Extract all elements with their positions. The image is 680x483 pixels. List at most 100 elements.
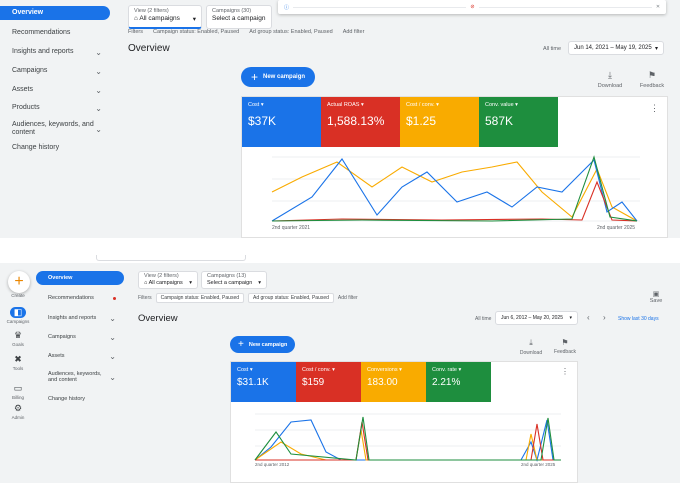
chevron-down-icon: ⌄ [109,332,116,342]
gear-icon: ⚙ [13,403,23,413]
metric-value: $37K [248,114,277,128]
filter-bar: Filters Campaign status: Enabled, Paused… [138,293,358,303]
view-selector[interactable]: View (2 filters) ⌂ All campaigns ▾ [138,271,198,289]
new-campaign-button[interactable]: + New campaign [230,336,296,353]
metric-card-cost-conv[interactable]: Cost / conv. ▾ $159 [296,362,361,402]
feedback-button[interactable]: ⚑ Feedback [551,338,579,355]
download-button[interactable]: ⤓ Download [596,70,624,89]
filter-chip[interactable]: Ad group status: Enabled, Paused [248,293,334,303]
campaign-selector[interactable]: Campaigns (30) Select a campaign [206,5,272,29]
x-axis-start-label: 2nd quarter 2021 [272,225,311,231]
sidebar-item-insights-and-reports[interactable]: Insights and reports ⌄ [0,45,110,59]
rail-billing[interactable]: ▭ Billing [4,383,32,400]
rail-goals[interactable]: ♛ Goals [4,330,32,347]
sidebar-item-audiences-keywords-and-content[interactable]: Audiences, keywords, and content ⌄ [0,118,110,140]
filter-bar: Filters Campaign status: Enabled, Paused… [128,29,364,35]
metric-card-conv-rate[interactable]: Conv. rate ▾ 2.21% [426,362,491,402]
show-last-30-days-link[interactable]: Show last 30 days [618,316,659,322]
add-filter-button[interactable]: Add filter [337,295,358,301]
view-selector[interactable]: View (2 filters) ⌂ All campaigns ▾ [128,5,202,29]
download-button[interactable]: ⤓ Download [518,338,544,356]
chevron-down-icon: ▾ [436,102,439,108]
sidebar-item-assets[interactable]: Assets ⌄ [0,83,110,97]
sidebar-item-label: Overview [12,8,44,16]
sidebar-item-campaigns[interactable]: Campaigns ⌄ [36,330,124,344]
sidebar-item-label: Campaigns [48,333,76,340]
filter-chip[interactable]: Campaign status: Enabled, Paused [155,293,245,303]
sidebar-item-recommendations[interactable]: Recommendations [36,291,124,305]
plus-icon: + [14,273,24,290]
campaign-selector[interactable]: Campaigns (13) Select a campaign ▾ [201,271,267,289]
rail-label: Goals [12,342,24,347]
sidebar-item-campaigns[interactable]: Campaigns ⌄ [0,64,110,78]
date-range-picker[interactable]: Jun 14, 2021 – May 19, 2025 ▾ [568,41,664,55]
rail-label: Billing [11,395,24,400]
add-filter-button[interactable]: Add filter [342,29,365,35]
x-axis-end-label: 2nd quarter 2025 [597,225,636,231]
metric-card-cost-conv[interactable]: Cost / conv. ▾ $1.25 [400,97,479,147]
warning-icon: ⊘ [470,4,475,10]
rail-create[interactable]: Create [4,293,32,298]
x-axis-end-label: 2nd quarter 2025 [521,462,556,467]
sidebar-item-change-history[interactable]: Change history [0,141,110,155]
search-input[interactable] [96,255,246,261]
date-range-picker[interactable]: Jun 6, 2012 – May 20, 2025 ▾ [495,311,578,325]
more-options-icon[interactable]: ⋮ [561,367,569,376]
top-bar [0,255,680,263]
view-selector-label: View (2 filters) [134,8,169,14]
sidebar-item-overview[interactable]: Overview [36,271,124,285]
sidebar-item-change-history[interactable]: Change history [36,392,124,406]
filter-chip[interactable]: Ad group status: Enabled, Paused [249,29,333,35]
trophy-icon: ♛ [13,330,23,340]
notification-dot [113,296,116,300]
new-campaign-button[interactable]: + New campaign [241,67,316,87]
date-range-value: Jun 14, 2021 – May 19, 2025 [574,45,652,51]
sidebar-item-products[interactable]: Products ⌄ [0,101,110,115]
chevron-right-icon[interactable]: › [603,313,606,322]
metric-card-cost[interactable]: Cost ▾ $31.1K [231,362,296,402]
date-range-value: Jun 6, 2012 – May 20, 2025 [501,315,563,321]
sidebar-item-assets[interactable]: Assets ⌄ [36,349,124,363]
close-icon[interactable]: ✕ [655,4,661,10]
metric-label: Conversions ▾ [367,367,402,373]
sidebar-item-label: Insights and reports [48,314,97,321]
chevron-left-icon[interactable]: ‹ [587,313,590,322]
overview-panel-top: ⓘ ⊘ ✕ Overview Recommendations Insights an… [0,0,680,238]
chevron-down-icon: ⌄ [95,66,102,76]
sidebar-item-recommendations[interactable]: Recommendations [0,26,110,40]
filter-chip[interactable]: Campaign status: Enabled, Paused [152,29,240,35]
metric-card-cost[interactable]: Cost ▾ $37K [242,97,321,147]
save-label: Save [649,298,663,304]
more-options-icon[interactable]: ⋮ [650,103,659,113]
metric-card-actual-roas[interactable]: Actual ROAS ▾ 1,588.13% [321,97,400,147]
metric-card-conv-value[interactable]: Conv. value ▾ 587K [479,97,558,147]
feedback-label: Feedback [554,349,576,355]
sidebar-item-insights-and-reports[interactable]: Insights and reports ⌄ [36,311,124,325]
billing-icon: ▭ [13,383,23,393]
rail-admin[interactable]: ⚙ Admin [4,403,32,420]
filters-label: Filters [138,295,152,301]
feedback-button[interactable]: ⚑ Feedback [637,70,667,89]
chevron-down-icon: ▾ [258,280,261,286]
download-icon: ⤓ [608,70,612,80]
chevron-down-icon: ▾ [399,367,402,373]
campaign-selector-label: Campaigns (30) [212,8,252,14]
series-line-yellow [271,161,638,222]
series-line-green [271,155,638,222]
create-button[interactable]: + [8,271,30,293]
rail-label: Campaigns [6,319,30,324]
metric-card-conversions[interactable]: Conversions ▾ 183.00 [361,362,426,402]
chevron-down-icon: ▾ [515,102,518,108]
chevron-down-icon: ▾ [569,315,572,321]
save-button[interactable]: ▣ Save [648,290,664,304]
sidebar-item-label: Audiences, keywords, and content [48,370,102,383]
sidebar-item-overview[interactable]: Overview [0,6,110,20]
rail-tools[interactable]: ✖ Tools [4,354,32,371]
rail-campaigns[interactable]: ◧ Campaigns [4,307,32,324]
metric-value: 2.21% [432,377,461,388]
chevron-down-icon: ⌄ [109,351,116,361]
sidebar-item-audiences-keywords-and-content[interactable]: Audiences, keywords, and content ⌄ [36,366,124,388]
feedback-label: Feedback [639,83,665,89]
campaigns-icon: ◧ [10,307,26,318]
metric-label: Conv. value ▾ [485,102,518,108]
